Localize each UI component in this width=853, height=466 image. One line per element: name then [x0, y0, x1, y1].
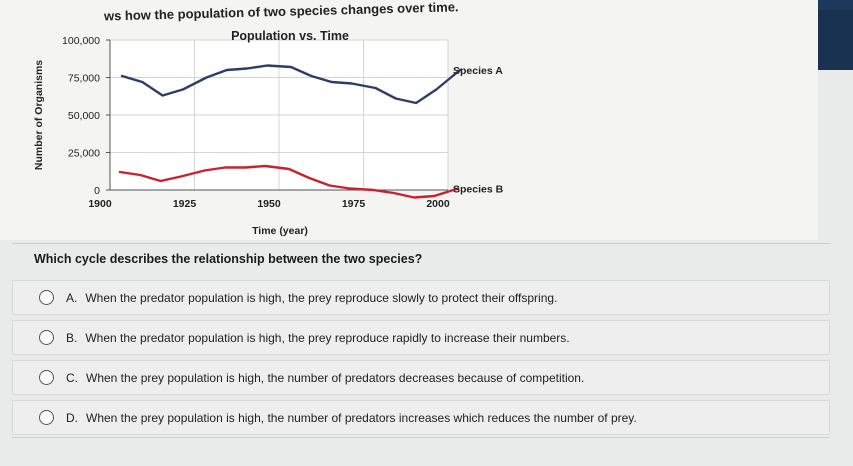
- x-tick-label: 1925: [173, 198, 197, 210]
- option-d[interactable]: D. When the prey population is high, the…: [12, 400, 830, 435]
- y-tick-label: 0: [94, 185, 100, 197]
- x-tick-label: 1975: [342, 198, 366, 210]
- series-label-species-b: Species B: [453, 184, 504, 196]
- option-a[interactable]: A. When the predator population is high,…: [12, 280, 830, 315]
- bottom-rule: [12, 437, 830, 438]
- option-c[interactable]: C. When the prey population is high, the…: [12, 360, 830, 395]
- option-letter: C.: [66, 370, 78, 385]
- radio-c[interactable]: [39, 370, 54, 385]
- header-banner-edge: [818, 10, 853, 70]
- option-text: When the prey population is high, the nu…: [86, 410, 637, 425]
- y-tick-label: 25,000: [68, 148, 100, 160]
- question-text: Which cycle describes the relationship b…: [34, 252, 423, 266]
- series-line-species-b: [118, 164, 460, 199]
- x-tick-label: 1900: [88, 198, 112, 210]
- option-letter: D.: [66, 410, 78, 425]
- y-tick-label: 50,000: [68, 110, 100, 122]
- y-tick-label: 100,000: [62, 35, 100, 47]
- option-letter: B.: [66, 330, 78, 345]
- option-text: When the prey population is high, the nu…: [86, 370, 585, 385]
- option-text: When the predator population is high, th…: [85, 330, 570, 345]
- series-line-species-a: [120, 64, 462, 105]
- x-axis-label: Time (year): [252, 225, 308, 237]
- option-letter: A.: [66, 290, 78, 305]
- y-tick-label: 75,000: [68, 73, 100, 85]
- option-b[interactable]: B. When the predator population is high,…: [12, 320, 830, 355]
- answer-options: A. When the predator population is high,…: [12, 280, 830, 440]
- radio-a[interactable]: [39, 290, 54, 305]
- x-tick-label: 2000: [426, 198, 450, 210]
- radio-b[interactable]: [39, 330, 54, 345]
- series-label-species-a: Species A: [453, 65, 503, 77]
- y-axis-label: Number of Organisms: [33, 60, 45, 170]
- section-divider: [12, 243, 830, 244]
- population-chart: 0 25,000 50,000 75,000 100,000 1900 1925 1950 19…: [33, 29, 504, 237]
- x-tick-label: 1950: [257, 198, 281, 210]
- radio-d[interactable]: [39, 410, 54, 425]
- chart-title: Population vs. Time: [231, 29, 349, 43]
- option-text: When the predator population is high, th…: [85, 290, 558, 305]
